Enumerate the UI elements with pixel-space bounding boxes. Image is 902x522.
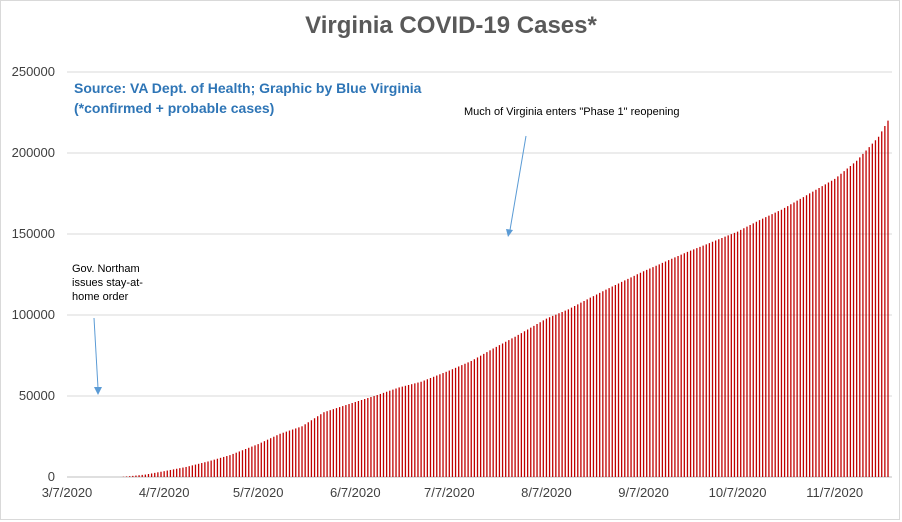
x-tick-label: 9/7/2020	[618, 485, 669, 500]
chart-title: Virginia COVID-19 Cases*	[305, 12, 597, 39]
annotation-arrowhead-phase-1	[506, 229, 513, 237]
y-tick-label: 50000	[19, 388, 55, 403]
x-tick-label: 5/7/2020	[233, 485, 284, 500]
y-tick-label: 150000	[12, 226, 55, 241]
x-tick-label: 11/7/2020	[806, 485, 863, 500]
y-tick-label: 250000	[12, 64, 55, 79]
x-tick-label: 3/7/2020	[42, 485, 93, 500]
x-tick-label: 7/7/2020	[424, 485, 475, 500]
source-line-2: (*confirmed + probable cases)	[74, 100, 275, 116]
source-line-1: Source: VA Dept. of Health; Graphic by B…	[74, 80, 422, 96]
annotation-arrow-stay-at-home	[93, 317, 99, 389]
x-tick-label: 6/7/2020	[330, 485, 381, 500]
annotation-stay-at-home: Gov. Northam issues stay-at- home order	[72, 262, 143, 304]
y-tick-label: 100000	[12, 307, 55, 322]
annotation-stay-at-home-line-2: issues stay-at-	[72, 277, 143, 289]
annotation-phase-1: Much of Virginia enters "Phase 1" reopen…	[464, 106, 680, 118]
x-tick-label: 8/7/2020	[521, 485, 572, 500]
x-tick-label: 10/7/2020	[709, 485, 767, 500]
annotation-arrow-phase-1	[509, 135, 527, 231]
y-tick-label: 0	[48, 469, 55, 484]
x-tick-label: 4/7/2020	[139, 485, 190, 500]
annotation-arrowhead-stay-at-home	[94, 387, 102, 395]
annotation-stay-at-home-line-3: home order	[72, 291, 129, 303]
annotation-stay-at-home-line-1: Gov. Northam	[72, 263, 140, 275]
y-tick-label: 200000	[12, 145, 55, 160]
chart-source-note: Source: VA Dept. of Health; Graphic by B…	[74, 78, 421, 118]
